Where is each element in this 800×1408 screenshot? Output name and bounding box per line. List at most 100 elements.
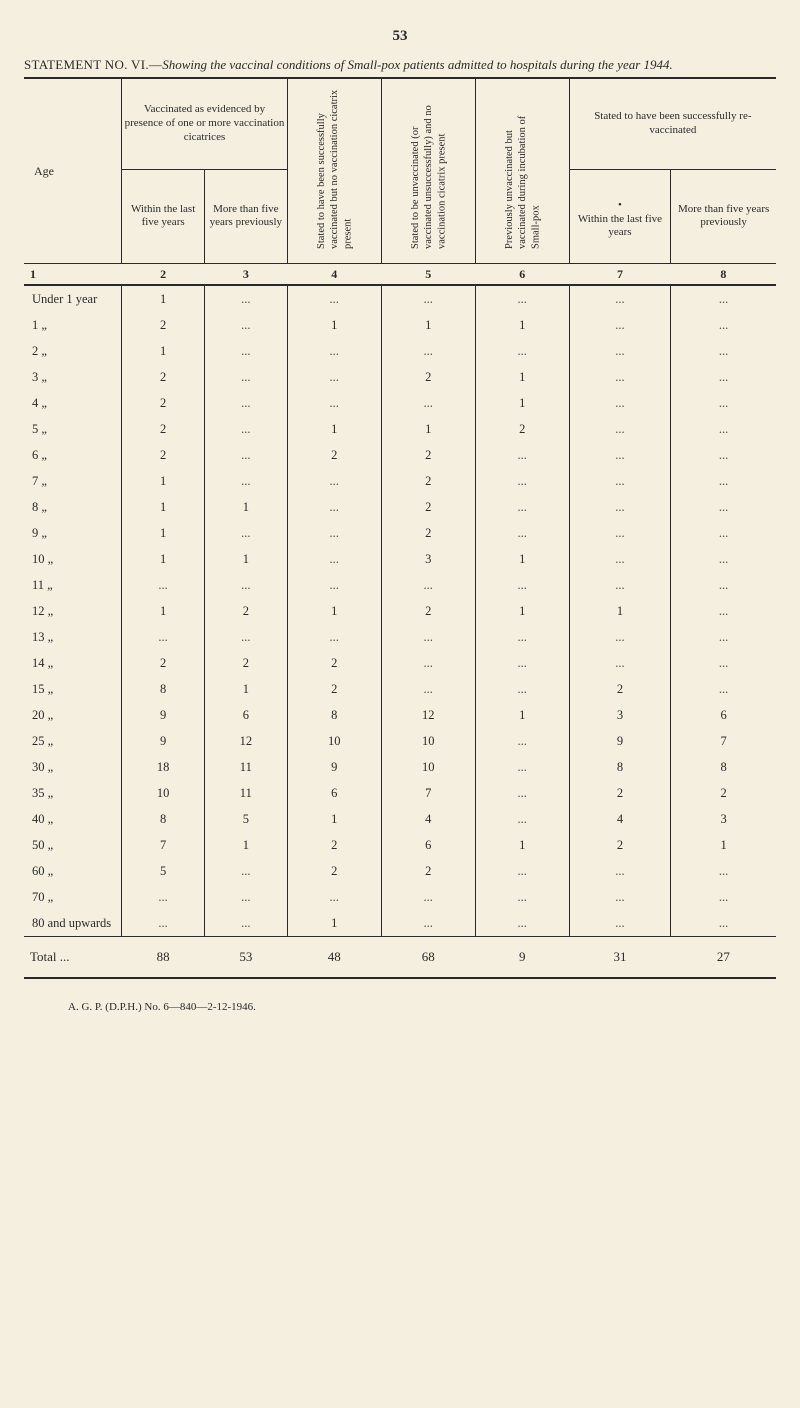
row-value: ... — [671, 364, 776, 390]
row-age: 6 „ — [24, 442, 122, 468]
row-value: ... — [287, 624, 381, 650]
row-value: ... — [475, 442, 569, 468]
row-value: ... — [204, 390, 287, 416]
row-value: 2 — [204, 650, 287, 676]
row-age: 8 „ — [24, 494, 122, 520]
row-value: ... — [204, 858, 287, 884]
row-value: 1 — [122, 494, 205, 520]
table-row: 80 and upwards......1............ — [24, 910, 776, 937]
row-value: 2 — [475, 416, 569, 442]
table-row: 60 „5...22......... — [24, 858, 776, 884]
row-value: 1 — [287, 598, 381, 624]
row-value: 8 — [122, 676, 205, 702]
table-row: 9 „1......2......... — [24, 520, 776, 546]
row-value: ... — [381, 338, 475, 364]
colnum-1: 1 — [24, 264, 122, 286]
row-value: ... — [122, 624, 205, 650]
row-age: 40 „ — [24, 806, 122, 832]
row-value: ... — [671, 676, 776, 702]
row-value: 3 — [381, 546, 475, 572]
row-value: 2 — [569, 676, 671, 702]
table-row: 4 „2.........1...... — [24, 390, 776, 416]
row-value: ... — [287, 468, 381, 494]
row-value: 1 — [381, 416, 475, 442]
row-age: 2 „ — [24, 338, 122, 364]
row-value: ... — [475, 338, 569, 364]
row-age: 3 „ — [24, 364, 122, 390]
row-value: ... — [204, 364, 287, 390]
row-value: ... — [569, 494, 671, 520]
col-more5: More than five years previously — [204, 169, 287, 263]
total-label: Total ... — [24, 937, 122, 979]
col-6-label: Previously unvaccinated but vaccinated d… — [502, 83, 543, 255]
row-value: ... — [569, 910, 671, 937]
row-value: ... — [475, 910, 569, 937]
row-value: 9 — [287, 754, 381, 780]
row-value: ... — [569, 364, 671, 390]
total-c7: 31 — [569, 937, 671, 979]
row-value: 1 — [204, 494, 287, 520]
row-value: 8 — [569, 754, 671, 780]
col-more5b: More than five years previously — [671, 169, 776, 263]
row-age: 25 „ — [24, 728, 122, 754]
row-value: 2 — [287, 650, 381, 676]
row-value: 12 — [204, 728, 287, 754]
row-value: 2 — [381, 364, 475, 390]
row-value: 1 — [287, 910, 381, 937]
row-value: 2 — [122, 650, 205, 676]
col-group-vaccinated: Vaccinated as evidenced by presence of o… — [122, 78, 287, 169]
row-age: 70 „ — [24, 884, 122, 910]
row-value: 2 — [122, 364, 205, 390]
row-age: 9 „ — [24, 520, 122, 546]
row-value: ... — [204, 572, 287, 598]
row-value: 7 — [671, 728, 776, 754]
row-value: ... — [671, 910, 776, 937]
col-5-label: Stated to be unvaccinated (or vaccinated… — [408, 83, 449, 255]
row-value: 6 — [287, 780, 381, 806]
col-more5-label: More than five years previously — [207, 203, 285, 231]
colnum-6: 6 — [475, 264, 569, 286]
row-value: 9 — [122, 702, 205, 728]
row-value: ... — [569, 312, 671, 338]
col-5: Stated to be unvaccinated (or vaccinated… — [381, 78, 475, 264]
row-age: 20 „ — [24, 702, 122, 728]
row-value: 3 — [569, 702, 671, 728]
row-value: 2 — [569, 832, 671, 858]
row-value: ... — [671, 416, 776, 442]
table-row: 3 „2......21...... — [24, 364, 776, 390]
row-value: 1 — [475, 390, 569, 416]
colnum-3: 3 — [204, 264, 287, 286]
title-prefix: STATEMENT NO. VI.— — [24, 57, 162, 72]
row-value: ... — [287, 884, 381, 910]
row-age: 80 and upwards — [24, 910, 122, 937]
col-group-vaccinated-label: Vaccinated as evidenced by presence of o… — [124, 103, 284, 144]
row-age: Under 1 year — [24, 285, 122, 312]
row-age: 11 „ — [24, 572, 122, 598]
table-row: 11 „..................... — [24, 572, 776, 598]
row-age: 60 „ — [24, 858, 122, 884]
row-value: ... — [671, 624, 776, 650]
row-value: ... — [475, 285, 569, 312]
colnum-7: 7 — [569, 264, 671, 286]
row-value: ... — [381, 676, 475, 702]
row-value: ... — [204, 285, 287, 312]
total-c2: 88 — [122, 937, 205, 979]
colnum-8: 8 — [671, 264, 776, 286]
col-within5: Within the last five years — [122, 169, 205, 263]
table-row: 40 „8514...43 — [24, 806, 776, 832]
row-value: ... — [475, 884, 569, 910]
row-value: ... — [381, 285, 475, 312]
row-value: ... — [381, 650, 475, 676]
table-row: Under 1 year1.................. — [24, 285, 776, 312]
table-row: 5 „2...112...... — [24, 416, 776, 442]
row-value: 11 — [204, 780, 287, 806]
row-value: ... — [671, 598, 776, 624]
row-value: 2 — [671, 780, 776, 806]
row-value: 2 — [381, 598, 475, 624]
row-age: 13 „ — [24, 624, 122, 650]
row-value: 2 — [381, 494, 475, 520]
row-value: ... — [569, 338, 671, 364]
row-value: 2 — [122, 390, 205, 416]
table-row: 20 „96812136 — [24, 702, 776, 728]
row-value: 2 — [287, 442, 381, 468]
